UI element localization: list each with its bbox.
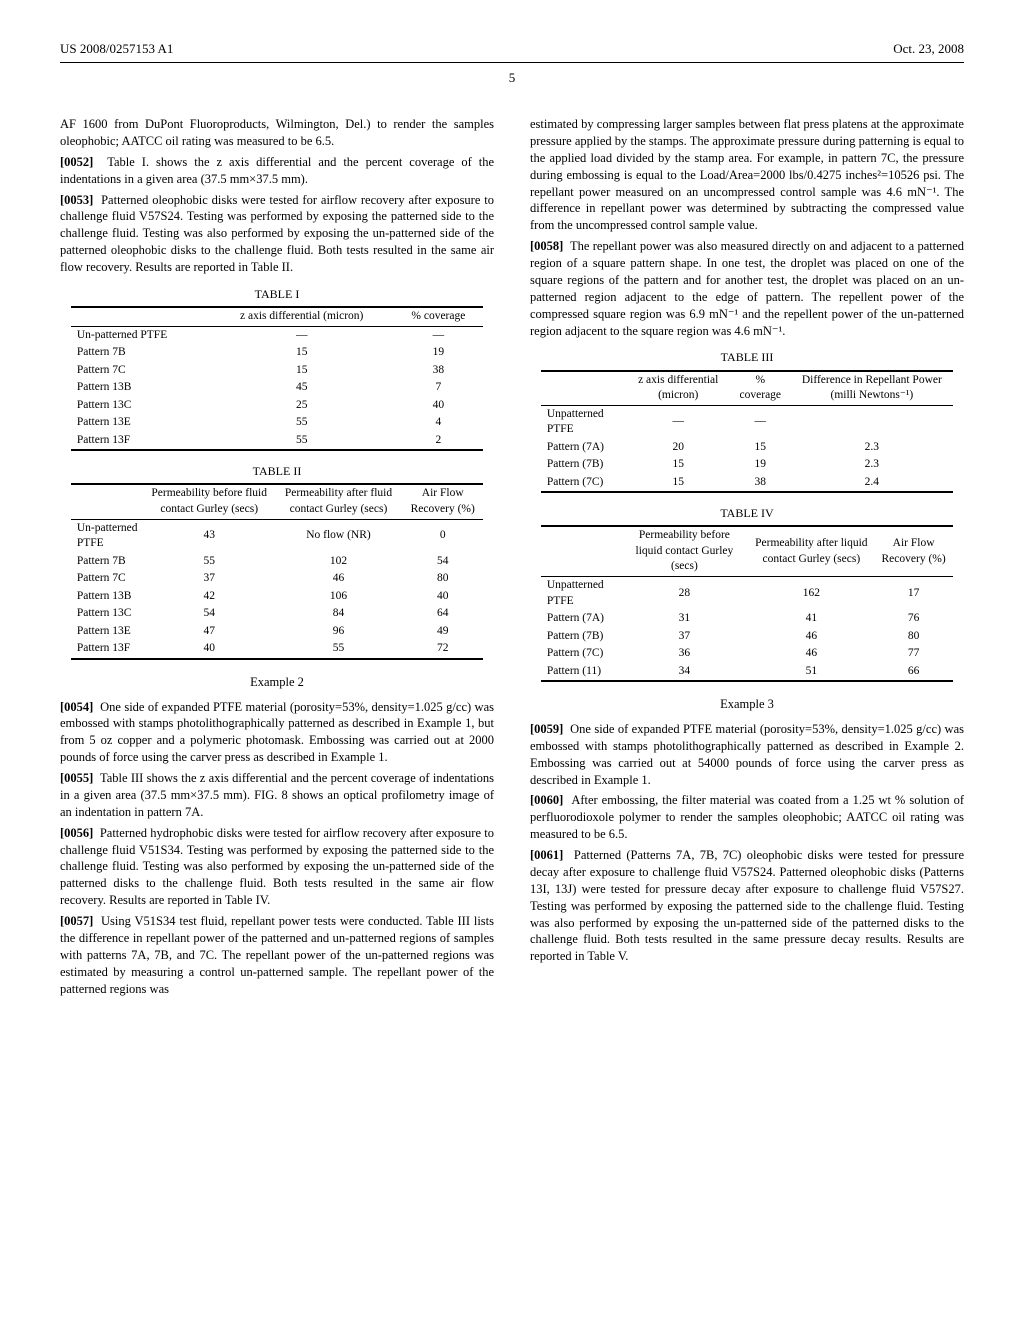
para-57a: [0057] Using V51S34 test fluid, repellan… — [60, 913, 494, 997]
table-3: z axis differential (micron)% coverageDi… — [541, 370, 953, 494]
para-61: [0061] Patterned (Patterns 7A, 7B, 7C) o… — [530, 847, 964, 965]
body-columns: AF 1600 from DuPont Fluoroproducts, Wilm… — [60, 116, 964, 997]
table-3-caption: TABLE III — [530, 349, 964, 365]
para-54: [0054] One side of expanded PTFE materia… — [60, 699, 494, 767]
para-57b: estimated by compressing larger samples … — [530, 116, 964, 234]
page-header: US 2008/0257153 A1 Oct. 23, 2008 — [60, 40, 964, 63]
doc-number: US 2008/0257153 A1 — [60, 40, 173, 58]
table-1-caption: TABLE I — [60, 286, 494, 302]
page-number: 5 — [60, 69, 964, 87]
table-4-caption: TABLE IV — [530, 505, 964, 521]
para-51-tail: AF 1600 from DuPont Fluoroproducts, Wilm… — [60, 116, 494, 150]
doc-date: Oct. 23, 2008 — [893, 40, 964, 58]
table-3-block: TABLE III z axis differential (micron)% … — [530, 349, 964, 493]
para-52: [0052] Table I. shows the z axis differe… — [60, 154, 494, 188]
para-58: [0058] The repellant power was also meas… — [530, 238, 964, 339]
table-2-caption: TABLE II — [60, 463, 494, 479]
para-53: [0053] Patterned oleophobic disks were t… — [60, 192, 494, 276]
para-59: [0059] One side of expanded PTFE materia… — [530, 721, 964, 789]
table-1-block: TABLE I z axis differential (micron)% co… — [60, 286, 494, 451]
example-3-heading: Example 3 — [530, 696, 964, 713]
table-1: z axis differential (micron)% coverage U… — [71, 306, 483, 451]
para-55: [0055] Table III shows the z axis differ… — [60, 770, 494, 821]
para-56: [0056] Patterned hydrophobic disks were … — [60, 825, 494, 909]
example-2-heading: Example 2 — [60, 674, 494, 691]
para-60: [0060] After embossing, the filter mater… — [530, 792, 964, 843]
table-4-block: TABLE IV Permeability before liquid cont… — [530, 505, 964, 682]
table-4: Permeability before liquid contact Gurle… — [541, 525, 953, 682]
table-2: Permeability before fluid contact Gurley… — [71, 483, 483, 659]
table-2-block: TABLE II Permeability before fluid conta… — [60, 463, 494, 659]
